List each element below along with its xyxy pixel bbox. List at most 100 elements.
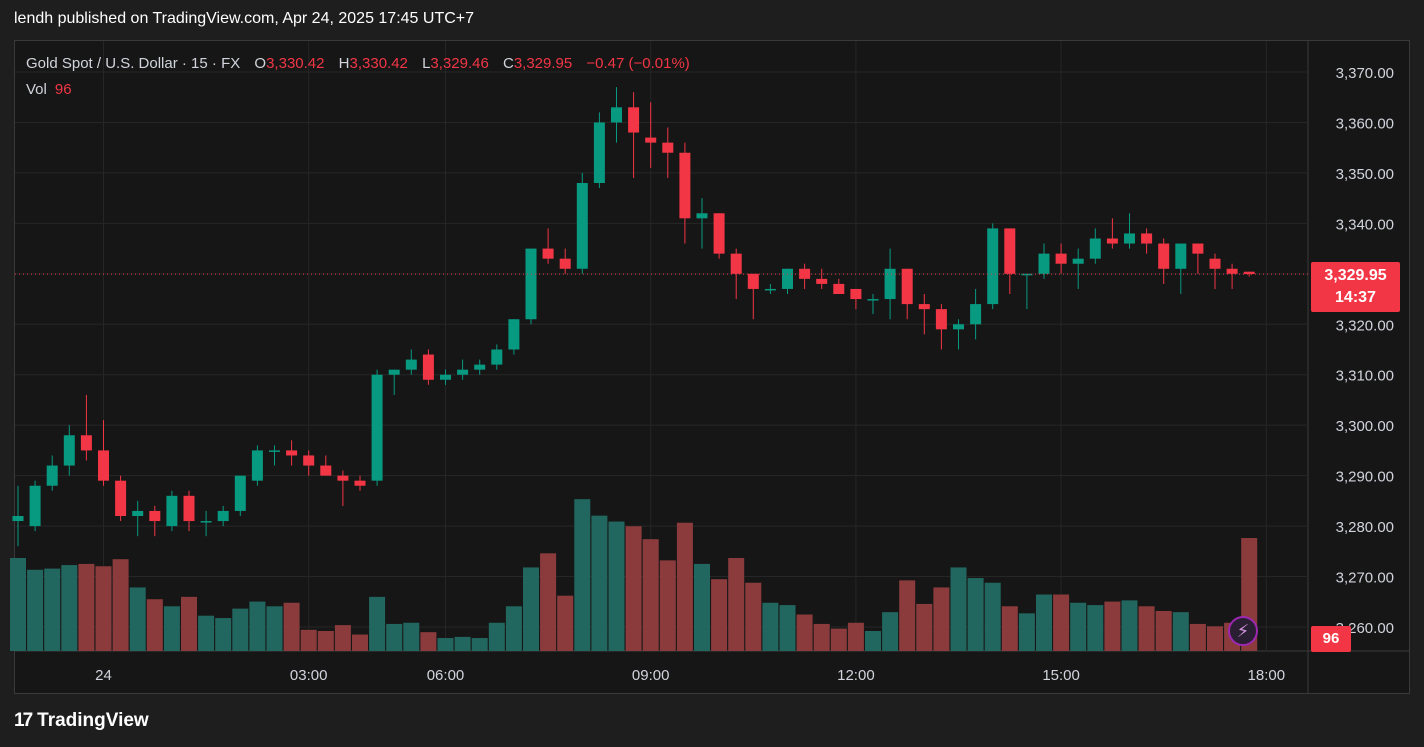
volume-bar	[1121, 600, 1138, 651]
candle-body	[1004, 228, 1016, 274]
candle-body	[1243, 271, 1255, 275]
volume-bar	[865, 630, 881, 651]
candle-body	[782, 268, 793, 289]
volume-bar	[523, 567, 539, 651]
volume-bar	[625, 526, 642, 651]
bar-countdown: 14:37	[1335, 289, 1376, 306]
candle-body	[901, 268, 913, 305]
tradingview-logo-mark: 17	[14, 710, 33, 731]
volume-bar	[369, 596, 386, 651]
volume-bar	[1036, 594, 1052, 651]
open-label: O	[254, 55, 267, 72]
candle-body	[149, 510, 161, 522]
candle-body	[132, 510, 144, 516]
change-value: −0.47 (−0.01%)	[586, 55, 690, 72]
close-label: C	[502, 55, 514, 72]
y-tick-label: 3,320.00	[1336, 317, 1394, 334]
candle-body	[63, 435, 75, 466]
volume-bar	[386, 623, 403, 651]
volume-bar	[1018, 613, 1035, 651]
volume-bar	[574, 499, 591, 651]
candle-body	[1226, 268, 1238, 274]
y-tick-label: 3,290.00	[1336, 469, 1394, 486]
volume-bar	[95, 566, 112, 651]
low-label: L	[422, 55, 431, 72]
candle-body	[542, 248, 554, 259]
volume-bar	[488, 622, 505, 651]
x-tick-label: 15:00	[1042, 667, 1080, 684]
volume-bar	[813, 623, 830, 651]
volume-legend: Vol 96	[26, 81, 72, 98]
volume-bar	[61, 565, 78, 651]
candle-body	[234, 475, 246, 511]
volume-bar	[1104, 601, 1121, 651]
volume-bar	[27, 569, 44, 651]
candle-body	[935, 309, 947, 330]
volume-bar	[1155, 610, 1172, 651]
candle-body	[764, 288, 776, 291]
candle-body	[1021, 273, 1033, 276]
candle-body	[388, 369, 400, 375]
volume-bar	[403, 622, 420, 651]
candle-body	[593, 122, 605, 183]
volume-bar	[215, 618, 232, 651]
x-tick-label: 18:00	[1248, 667, 1286, 684]
candle-body	[1175, 243, 1187, 269]
grid-lines	[15, 41, 1409, 693]
volume-bars	[10, 499, 1258, 651]
volume-bar	[317, 630, 334, 651]
volume-bar	[352, 634, 368, 651]
candle-body	[1141, 233, 1153, 244]
candle-body	[303, 455, 315, 466]
volume-bar	[642, 539, 659, 651]
candle-body	[200, 521, 212, 523]
volume-bar	[659, 560, 676, 651]
y-tick-label: 3,280.00	[1336, 519, 1394, 536]
y-tick-label: 3,370.00	[1336, 65, 1394, 82]
volume-bar	[984, 582, 1001, 651]
volume-bar	[1138, 606, 1155, 651]
y-tick-label: 3,350.00	[1336, 166, 1394, 183]
tradingview-logo[interactable]: 17 TradingView	[14, 710, 149, 732]
volume-bar	[10, 558, 26, 651]
x-tick-label: 06:00	[427, 667, 465, 684]
volume-bar	[933, 587, 950, 651]
candle-body	[559, 258, 571, 269]
volume-bar	[847, 622, 864, 651]
last-price-badge: 3,329.95 14:37	[1311, 262, 1400, 312]
volume-bar	[1087, 605, 1104, 651]
lightning-icon[interactable]: ⚡	[1228, 616, 1258, 646]
symbol-label[interactable]: Gold Spot / U.S. Dollar · 15 · FX	[26, 55, 241, 72]
volume-bar	[163, 606, 180, 651]
candle-body	[286, 450, 298, 456]
ohlc-legend: Gold Spot / U.S. Dollar · 15 · FX O3,330…	[26, 55, 690, 72]
last-price-value: 3,329.95	[1324, 267, 1387, 284]
candle-body	[576, 183, 588, 269]
candle-body	[1158, 243, 1170, 269]
candle-body	[816, 278, 828, 284]
candle-body	[183, 495, 195, 522]
open-value: 3,330.42	[266, 55, 325, 72]
candle-body	[251, 450, 263, 481]
volume-label[interactable]: Vol	[26, 81, 47, 98]
volume-bar	[967, 578, 984, 651]
candle-body	[457, 369, 469, 375]
volume-bar	[112, 559, 129, 651]
volume-bar	[437, 638, 454, 651]
y-tick-label: 3,300.00	[1336, 418, 1394, 435]
volume-bar	[78, 563, 95, 651]
volume-bar	[591, 515, 608, 651]
price-axis[interactable]: 3,370.003,360.003,350.003,340.003,330.00…	[1336, 65, 1394, 637]
candles	[12, 87, 1255, 547]
y-tick-label: 3,310.00	[1336, 368, 1394, 385]
candle-body	[1209, 258, 1221, 269]
volume-bar	[146, 599, 163, 651]
time-axis[interactable]: 24 03:00 06:00 09:00 12:00 15:00 18:00	[95, 667, 1285, 684]
x-tick-label: 09:00	[632, 667, 670, 684]
candle-body	[918, 304, 930, 310]
candle-body	[611, 107, 622, 123]
candle-body	[508, 319, 520, 350]
volume-bar	[249, 601, 266, 651]
x-tick-label: 24	[95, 667, 112, 684]
